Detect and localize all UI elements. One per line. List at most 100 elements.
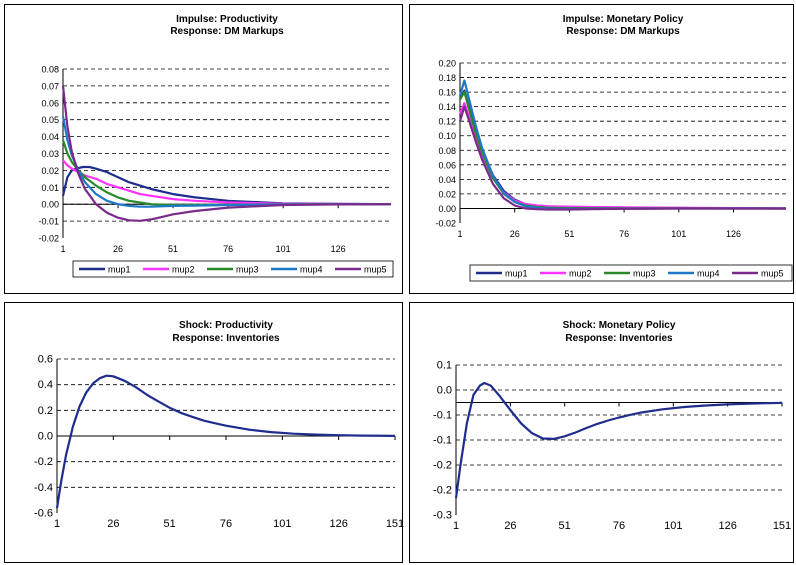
x-tick-label: 126 — [726, 229, 741, 239]
legend-label: mup5 — [364, 265, 387, 275]
y-tick-label: 0.00 — [438, 204, 456, 214]
chart-panel-productivity-inventories: Shock: Productivity Response: Inventories… — [4, 302, 404, 563]
chart-subtitle: Response: Inventories — [565, 333, 673, 344]
y-tick-label: 0.00 — [41, 200, 59, 210]
x-tick-label: 151 — [386, 518, 404, 530]
y-tick-label: 0.16 — [438, 88, 456, 98]
chart-subtitle: Response: DM Markups — [170, 26, 284, 37]
x-tick-label: 26 — [113, 244, 123, 254]
y-tick-label: 0.05 — [41, 115, 59, 125]
y-tick-label: -0.2 — [34, 456, 53, 468]
y-tick-label: -0.3 — [433, 510, 452, 522]
series-line-mup3 — [61, 139, 391, 207]
y-tick-label: -0.4 — [34, 482, 53, 494]
chart-monetary-inventories: Shock: Monetary Policy Response: Inventor… — [433, 320, 791, 532]
y-tick-label: 0.0 — [38, 431, 53, 443]
chart-productivity-inventories: Shock: Productivity Response: Inventories… — [34, 320, 404, 530]
x-tick-label: 51 — [168, 244, 178, 254]
chart-title: Shock: Productivity — [179, 320, 273, 331]
y-tick-label: 0.02 — [438, 189, 456, 199]
y-tick-label: -0.6 — [34, 508, 53, 520]
x-tick-label: 1 — [60, 244, 65, 254]
legend-label: mup3 — [633, 269, 656, 279]
legend-box — [469, 264, 793, 282]
chart-panel-productivity-markups: Impulse: Productivity Response: DM Markup… — [4, 4, 403, 294]
series-line-mup5 — [458, 105, 786, 211]
y-tick-label: 0.12 — [438, 117, 456, 127]
series-line-mup2 — [458, 101, 787, 210]
legend-label: mup4 — [697, 269, 720, 279]
y-tick-label: 0.04 — [41, 132, 59, 142]
series-line-mup1 — [61, 165, 392, 206]
y-tick-label: 0.2 — [38, 405, 53, 417]
series-line-inventories — [454, 381, 783, 499]
y-tick-label: -0.1 — [433, 410, 452, 422]
x-tick-label: 26 — [107, 518, 119, 530]
y-tick-label: 0.14 — [438, 102, 456, 112]
y-tick-label: 0.03 — [41, 149, 59, 159]
x-tick-label: 126 — [331, 244, 346, 254]
y-tick-label: 0.07 — [41, 81, 59, 91]
y-tick-label: 0.06 — [41, 98, 59, 108]
chart-panel-monetary-markups: Impulse: Monetary Policy Response: DM Mar… — [409, 4, 794, 294]
y-tick-label: 0.10 — [438, 131, 456, 141]
legend-label: mup2 — [569, 269, 592, 279]
legend-label: mup1 — [108, 265, 131, 275]
x-tick-label: 101 — [273, 518, 291, 530]
x-tick-label: 76 — [220, 518, 232, 530]
x-tick-label: 151 — [773, 520, 791, 532]
y-tick-label: -0.1 — [433, 435, 452, 447]
chart-title: Shock: Monetary Policy — [563, 320, 676, 331]
y-tick-label: -0.01 — [38, 217, 59, 227]
x-tick-label: 126 — [329, 518, 347, 530]
x-tick-label: 51 — [559, 520, 571, 532]
series-line-mup4 — [458, 79, 786, 210]
y-tick-label: -0.2 — [433, 485, 452, 497]
y-tick-label: -0.02 — [435, 219, 456, 229]
series-line-inventories — [55, 374, 396, 509]
x-tick-label: 26 — [504, 520, 516, 532]
series-line-mup4 — [61, 116, 391, 208]
y-tick-label: 0.20 — [438, 59, 456, 69]
x-tick-label: 101 — [664, 520, 682, 532]
x-tick-label: 1 — [457, 229, 462, 239]
legend-label: mup5 — [761, 269, 784, 279]
x-tick-label: 51 — [564, 229, 574, 239]
y-tick-label: 0.06 — [438, 160, 456, 170]
y-tick-label: 0.08 — [41, 65, 59, 75]
y-tick-label: 0.04 — [438, 175, 456, 185]
chart-panel-monetary-inventories: Shock: Monetary Policy Response: Inventor… — [409, 302, 794, 563]
y-tick-label: 0.02 — [41, 166, 59, 176]
series-line-mup5 — [61, 85, 392, 222]
chart-title: Impulse: Monetary Policy — [563, 14, 684, 25]
x-tick-label: 26 — [510, 229, 520, 239]
legend-label: mup2 — [172, 265, 195, 275]
series-line-mup1 — [459, 89, 787, 210]
y-tick-label: 0.1 — [437, 360, 452, 372]
x-tick-label: 1 — [54, 518, 60, 530]
y-tick-label: 0.01 — [41, 183, 59, 193]
chart-subtitle: Response: DM Markups — [566, 26, 680, 37]
legend-label: mup3 — [236, 265, 259, 275]
y-tick-label: 0.4 — [38, 379, 53, 391]
x-tick-label: 76 — [619, 229, 629, 239]
series-line-mup2 — [62, 159, 392, 206]
legend-label: mup1 — [505, 269, 528, 279]
x-tick-label: 101 — [276, 244, 291, 254]
chart-title: Impulse: Productivity — [176, 14, 278, 25]
x-tick-label: 126 — [718, 520, 736, 532]
legend-label: mup4 — [300, 265, 323, 275]
y-tick-label: -0.2 — [433, 460, 452, 472]
x-tick-label: 76 — [613, 520, 625, 532]
x-tick-label: 1 — [453, 520, 459, 532]
y-tick-label: 0.08 — [438, 146, 456, 156]
x-tick-label: 101 — [671, 229, 686, 239]
y-tick-label: 0.6 — [38, 354, 53, 366]
y-tick-label: 0.18 — [438, 73, 456, 83]
y-tick-label: -0.02 — [38, 234, 59, 244]
chart-subtitle: Response: Inventories — [172, 333, 280, 344]
x-tick-label: 51 — [164, 518, 176, 530]
x-tick-label: 76 — [223, 244, 233, 254]
